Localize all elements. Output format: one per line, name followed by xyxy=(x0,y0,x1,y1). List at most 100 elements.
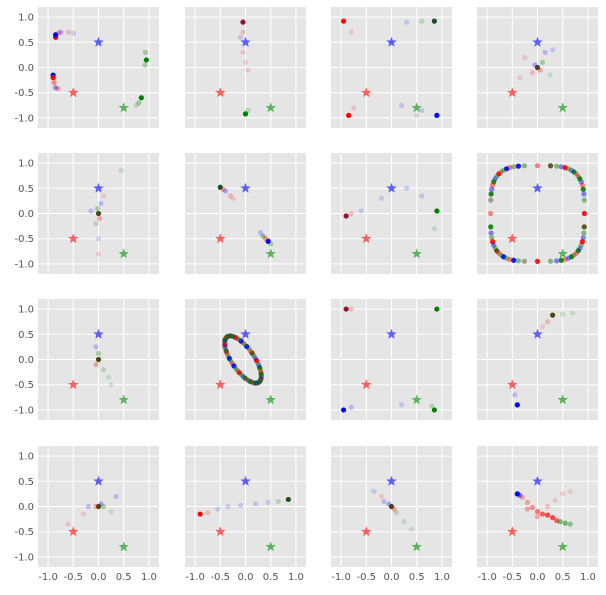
data-point xyxy=(260,233,266,239)
x-tick-label: -1.0 xyxy=(38,572,58,583)
data-point xyxy=(488,224,494,230)
anchor-star xyxy=(265,248,276,259)
data-point xyxy=(547,258,554,264)
data-point xyxy=(113,493,119,500)
data-point xyxy=(404,185,410,191)
y-tick-label: -0.5 xyxy=(14,527,34,538)
data-point xyxy=(55,30,61,36)
anchor-star xyxy=(507,379,518,390)
anchor-star xyxy=(68,87,79,98)
data-point xyxy=(142,62,148,68)
data-point xyxy=(108,382,114,388)
data-point xyxy=(553,163,560,169)
panel-14: -1.0 -0.5 0.0 0.5 1.0 xyxy=(185,446,306,583)
data-point xyxy=(503,166,510,172)
x-tick-label: -0.5 xyxy=(64,572,84,583)
data-point xyxy=(53,32,59,38)
data-point xyxy=(522,54,528,61)
data-point xyxy=(258,376,264,382)
anchor-star xyxy=(93,36,104,47)
data-point xyxy=(515,163,522,169)
data-point xyxy=(558,164,564,170)
y-tick-label: 0.5 xyxy=(18,38,34,49)
panel-15: -1.0 -0.5 0.0 0.5 1.0 xyxy=(331,446,452,583)
y-tick-label: 1.0 xyxy=(18,305,34,316)
anchor-star xyxy=(386,328,397,339)
x-tick-label: 0.0 xyxy=(530,572,546,583)
data-point xyxy=(557,519,563,525)
data-point xyxy=(240,19,246,25)
data-point xyxy=(558,257,564,263)
data-point xyxy=(240,29,246,35)
y-tick-label: 0.0 xyxy=(18,209,34,220)
data-point xyxy=(560,311,566,317)
data-point xyxy=(539,511,546,517)
data-point xyxy=(238,371,244,378)
data-point xyxy=(348,404,354,410)
x-tick-label: 0.5 xyxy=(116,572,132,583)
data-point xyxy=(254,380,260,386)
data-point xyxy=(577,176,583,182)
data-point xyxy=(118,168,124,174)
data-point xyxy=(227,193,233,199)
x-tick-label: -1.0 xyxy=(185,572,205,583)
data-point xyxy=(275,498,281,505)
panel-8 xyxy=(477,153,598,274)
anchor-star xyxy=(118,394,129,405)
anchor-star xyxy=(411,394,422,405)
data-point xyxy=(534,64,541,71)
data-point xyxy=(517,492,523,499)
data-point xyxy=(70,30,76,36)
y-tick-label: 0.0 xyxy=(18,502,34,513)
data-point xyxy=(265,238,271,244)
data-point xyxy=(544,512,551,518)
panel-6 xyxy=(185,153,306,274)
anchor-star xyxy=(215,233,226,244)
x-tick-label: -1.0 xyxy=(331,572,351,583)
data-point xyxy=(93,344,99,350)
anchor-star xyxy=(411,541,422,552)
data-point xyxy=(50,74,56,81)
anchor-star xyxy=(507,87,518,98)
data-point xyxy=(567,521,573,527)
data-point xyxy=(205,509,211,516)
data-point xyxy=(567,488,573,494)
data-point xyxy=(244,343,250,350)
anchor-star xyxy=(411,248,422,259)
data-point xyxy=(431,226,437,232)
data-point xyxy=(547,72,553,78)
data-point xyxy=(93,503,99,510)
y-tick-label: 0.5 xyxy=(18,330,34,341)
data-point xyxy=(532,62,538,68)
data-point xyxy=(571,169,577,175)
data-point xyxy=(222,337,228,343)
x-tick-label: 1.0 xyxy=(434,572,450,583)
data-point xyxy=(401,519,407,525)
data-point xyxy=(571,252,577,258)
y-tick-label: 0.5 xyxy=(18,184,34,195)
data-point xyxy=(51,80,57,86)
data-point xyxy=(568,254,575,260)
data-point xyxy=(488,210,494,217)
data-point xyxy=(419,18,425,24)
data-point xyxy=(381,498,387,505)
data-point xyxy=(95,350,102,357)
data-point xyxy=(581,224,587,230)
anchor-star xyxy=(532,36,543,47)
data-point xyxy=(258,369,264,375)
panel-1: 1.0 0.5 0.0 -0.5 -1.0 xyxy=(14,7,159,128)
panel-12 xyxy=(477,299,598,420)
data-point xyxy=(575,248,581,254)
data-point xyxy=(143,57,149,63)
data-point xyxy=(496,250,502,256)
y-tick-label: -1.0 xyxy=(14,259,34,270)
panel-4 xyxy=(477,7,598,128)
data-point xyxy=(544,319,551,325)
data-point xyxy=(100,193,107,199)
data-point xyxy=(230,195,236,201)
data-point xyxy=(343,306,349,312)
data-point xyxy=(393,509,400,516)
y-tick-label: 0.0 xyxy=(18,63,34,74)
y-tick-label: -0.5 xyxy=(14,234,34,245)
data-point xyxy=(228,358,234,364)
